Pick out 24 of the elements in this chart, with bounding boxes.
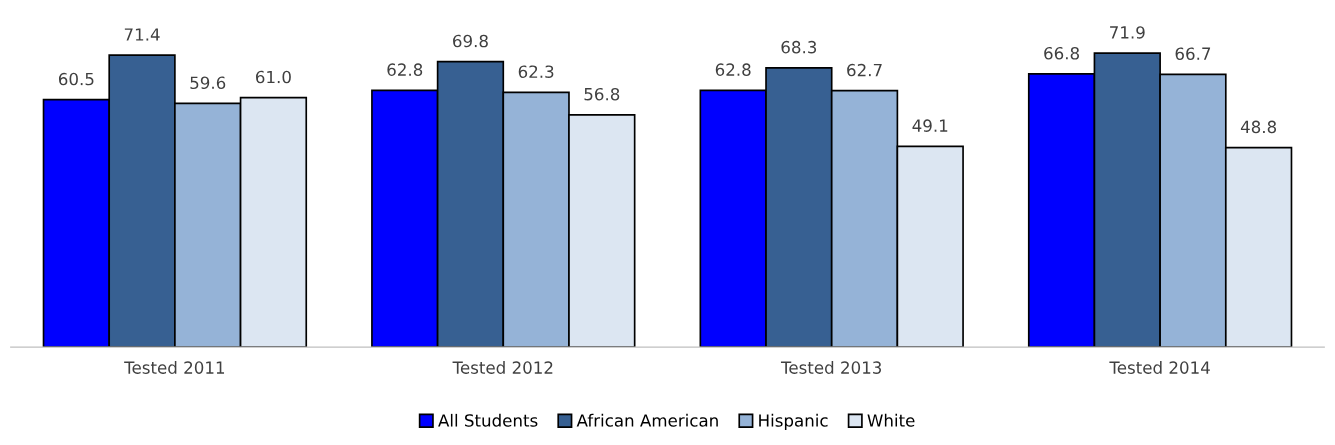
data-label: 62.8 xyxy=(387,63,423,76)
legend-label: All Students xyxy=(438,413,538,427)
legend-label: Hispanic xyxy=(759,413,828,430)
data-label: 61.0 xyxy=(256,70,291,84)
x-tick-label: Tested 2011 xyxy=(124,360,225,374)
x-tick-label: Tested 2012 xyxy=(452,360,553,374)
x-tick-label: Tested 2013 xyxy=(780,360,882,374)
data-label: 62.3 xyxy=(518,65,554,78)
x-tick-label: Tested 2014 xyxy=(1109,360,1210,374)
data-label: 49.1 xyxy=(912,119,948,132)
legend-label: African American xyxy=(576,413,718,427)
legend-label: White xyxy=(867,413,915,427)
data-label: 66.8 xyxy=(1044,46,1080,60)
data-label: 48.8 xyxy=(1240,120,1277,134)
data-label: 60.5 xyxy=(58,72,94,86)
data-label: 66.7 xyxy=(1175,47,1211,61)
data-label: 69.8 xyxy=(453,34,488,48)
data-label: 62.8 xyxy=(715,63,751,76)
data-label: 59.6 xyxy=(190,76,226,90)
data-label: 56.8 xyxy=(584,87,620,101)
data-label: 71.4 xyxy=(124,28,160,41)
data-label: 68.3 xyxy=(781,40,817,54)
data-label: 62.7 xyxy=(847,63,882,77)
data-label: 71.9 xyxy=(1110,26,1145,39)
